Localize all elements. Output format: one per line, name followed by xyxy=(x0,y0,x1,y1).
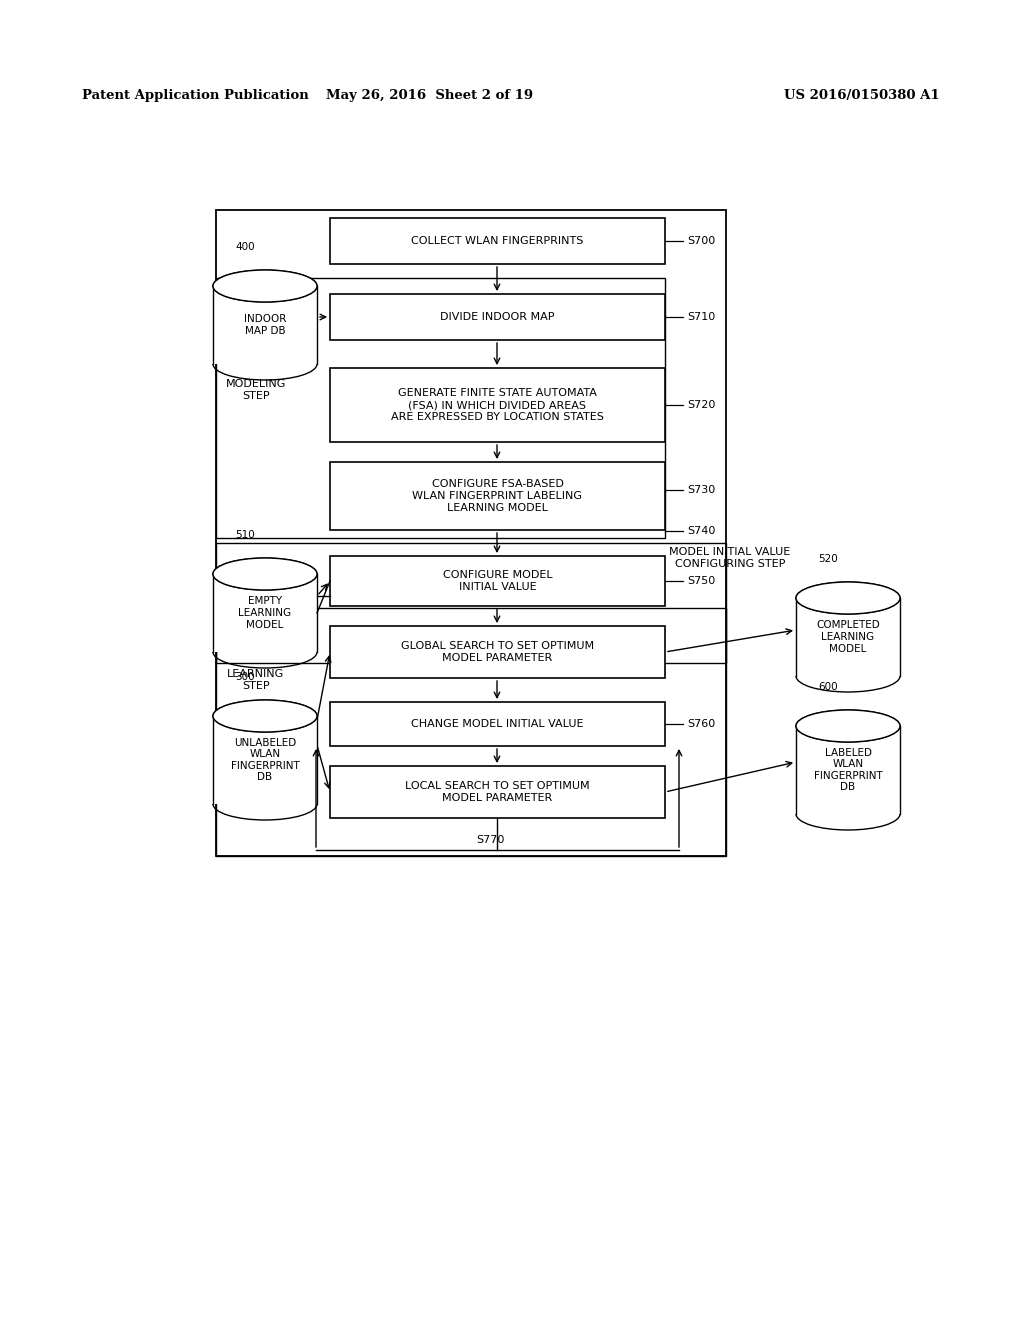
Text: DIVIDE INDOOR MAP: DIVIDE INDOOR MAP xyxy=(440,312,555,322)
Bar xyxy=(213,574,317,652)
Bar xyxy=(216,543,726,663)
Text: MODELING
STEP: MODELING STEP xyxy=(226,379,286,401)
Text: CHANGE MODEL INITIAL VALUE: CHANGE MODEL INITIAL VALUE xyxy=(412,719,584,729)
Ellipse shape xyxy=(213,700,317,733)
Bar xyxy=(216,210,726,855)
Ellipse shape xyxy=(796,710,900,742)
Bar xyxy=(213,286,317,364)
Bar xyxy=(330,218,665,264)
Bar xyxy=(330,556,665,606)
Text: S730: S730 xyxy=(687,484,715,495)
Text: S720: S720 xyxy=(687,400,716,411)
Ellipse shape xyxy=(796,710,900,742)
Ellipse shape xyxy=(213,558,317,590)
Text: 300: 300 xyxy=(236,672,255,682)
Text: MODEL INITIAL VALUE
CONFIGURING STEP: MODEL INITIAL VALUE CONFIGURING STEP xyxy=(670,548,791,569)
Text: GLOBAL SEARCH TO SET OPTIMUM
MODEL PARAMETER: GLOBAL SEARCH TO SET OPTIMUM MODEL PARAM… xyxy=(401,642,594,663)
Bar xyxy=(330,462,665,531)
Text: LOCAL SEARCH TO SET OPTIMUM
MODEL PARAMETER: LOCAL SEARCH TO SET OPTIMUM MODEL PARAME… xyxy=(406,781,590,803)
Text: LEARNING
STEP: LEARNING STEP xyxy=(227,669,285,690)
Text: COLLECT WLAN FINGERPRINTS: COLLECT WLAN FINGERPRINTS xyxy=(412,236,584,246)
Ellipse shape xyxy=(796,582,900,614)
Text: GENERATE FINITE STATE AUTOMATA
(FSA) IN WHICH DIVIDED AREAS
ARE EXPRESSED BY LOC: GENERATE FINITE STATE AUTOMATA (FSA) IN … xyxy=(391,388,604,421)
Text: S710: S710 xyxy=(687,312,715,322)
Text: US 2016/0150380 A1: US 2016/0150380 A1 xyxy=(784,88,940,102)
Ellipse shape xyxy=(213,700,317,733)
Text: LABELED
WLAN
FINGERPRINT
DB: LABELED WLAN FINGERPRINT DB xyxy=(814,747,883,792)
Text: Patent Application Publication: Patent Application Publication xyxy=(82,88,309,102)
Text: CONFIGURE MODEL
INITIAL VALUE: CONFIGURE MODEL INITIAL VALUE xyxy=(442,570,552,591)
Text: UNLABELED
WLAN
FINGERPRINT
DB: UNLABELED WLAN FINGERPRINT DB xyxy=(230,738,299,783)
Text: 600: 600 xyxy=(818,682,838,692)
Ellipse shape xyxy=(213,271,317,302)
Text: S770: S770 xyxy=(476,836,504,845)
Bar xyxy=(330,702,665,746)
Text: 510: 510 xyxy=(236,531,255,540)
Bar xyxy=(796,726,900,814)
Text: S740: S740 xyxy=(687,525,716,536)
Ellipse shape xyxy=(213,558,317,590)
Ellipse shape xyxy=(213,271,317,302)
Text: 400: 400 xyxy=(236,242,255,252)
Bar xyxy=(213,715,317,804)
Bar xyxy=(216,279,665,539)
Bar xyxy=(796,598,900,676)
Text: May 26, 2016  Sheet 2 of 19: May 26, 2016 Sheet 2 of 19 xyxy=(327,88,534,102)
Ellipse shape xyxy=(796,582,900,614)
Text: INDOOR
MAP DB: INDOOR MAP DB xyxy=(244,314,286,335)
Bar xyxy=(330,626,665,678)
Text: S760: S760 xyxy=(687,719,715,729)
Text: EMPTY
LEARNING
MODEL: EMPTY LEARNING MODEL xyxy=(239,597,292,630)
Bar xyxy=(330,368,665,442)
Text: S700: S700 xyxy=(687,236,715,246)
Text: 520: 520 xyxy=(818,554,838,564)
Text: S750: S750 xyxy=(687,576,715,586)
Bar xyxy=(330,294,665,341)
Bar xyxy=(216,609,726,855)
Text: CONFIGURE FSA-BASED
WLAN FINGERPRINT LABELING
LEARNING MODEL: CONFIGURE FSA-BASED WLAN FINGERPRINT LAB… xyxy=(413,479,583,512)
Bar xyxy=(330,766,665,818)
Text: COMPLETED
LEARNING
MODEL: COMPLETED LEARNING MODEL xyxy=(816,620,880,653)
